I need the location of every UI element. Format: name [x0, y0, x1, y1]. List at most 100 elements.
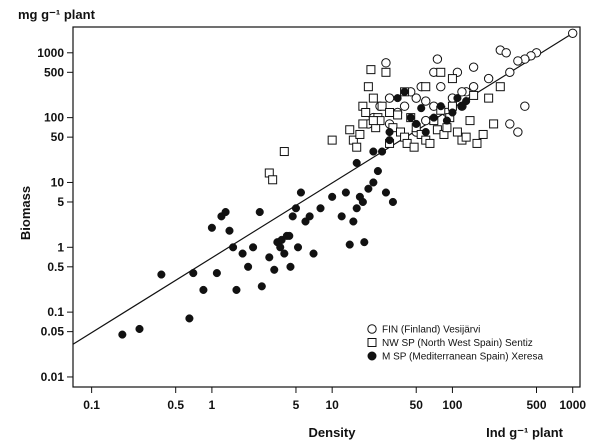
data-point-square: [425, 138, 435, 148]
data-point-open-circle: [421, 96, 431, 106]
legend-marker-open-circle: [367, 324, 377, 334]
data-point-filled-circle: [393, 94, 402, 103]
data-point-square: [327, 135, 337, 145]
data-point-open-circle: [411, 93, 421, 103]
data-point-filled-circle: [406, 113, 415, 122]
data-point-square: [461, 132, 471, 142]
y-tick-label: 5: [57, 195, 64, 209]
data-point-filled-circle: [212, 269, 221, 278]
legend: FIN (Finland) Vesijärvi NW SP (North Wes…: [367, 324, 543, 363]
data-point-filled-circle: [400, 87, 409, 96]
data-point-filled-circle: [352, 158, 361, 167]
data-point-filled-circle: [288, 212, 297, 221]
data-point-filled-circle: [135, 324, 144, 334]
y-tick-label: 0.05: [41, 325, 65, 339]
x-tick-label: 100: [442, 398, 462, 412]
data-point-open-circle: [436, 81, 446, 92]
data-point-filled-circle: [225, 226, 234, 235]
data-point-square: [381, 67, 391, 77]
y-tick-label: 0.01: [41, 370, 65, 384]
legend-marker-filled-circle: [367, 351, 377, 361]
data-point-open-circle: [501, 48, 511, 58]
plot-frame: [72, 26, 581, 388]
data-point-square: [447, 74, 457, 84]
data-point-square: [361, 107, 371, 117]
data-point-filled-circle: [385, 127, 394, 137]
data-point-filled-circle: [249, 243, 258, 252]
data-point-filled-circle: [429, 113, 438, 122]
data-point-filled-circle: [385, 136, 394, 145]
data-points: [118, 28, 578, 339]
data-point-open-circle: [468, 62, 479, 72]
x-axis-title: Density: [309, 425, 357, 440]
data-point-filled-circle: [229, 243, 238, 252]
data-point-square: [368, 116, 378, 126]
data-point-square: [421, 82, 431, 92]
data-point-square: [452, 127, 462, 137]
data-point-filled-circle: [421, 127, 430, 137]
data-point-filled-circle: [280, 249, 289, 258]
data-point-filled-circle: [373, 166, 382, 176]
data-point-filled-circle: [328, 192, 337, 201]
y-tick-label: 10: [51, 175, 65, 189]
y-axis-ticks: 0.01 0.05 0.1 0.5 1 5 10 50 100 500 1000: [37, 46, 73, 384]
y-tick-label: 100: [44, 111, 64, 125]
x-tick-label: 1000: [559, 398, 586, 412]
data-point-open-circle: [505, 67, 515, 78]
data-point-filled-circle: [305, 212, 314, 221]
data-point-square: [489, 119, 499, 129]
data-point-filled-circle: [189, 269, 198, 278]
data-point-filled-circle: [360, 238, 369, 247]
data-point-square: [472, 138, 482, 148]
data-point-square: [465, 116, 475, 126]
data-point-square: [469, 90, 479, 100]
legend-label-msp: M SP (Mediterranean Spain) Xeresa: [382, 352, 543, 363]
legend-item-msp: M SP (Mediterranean Spain) Xeresa: [367, 351, 543, 363]
data-point-square: [432, 125, 442, 135]
y-tick-label: 1000: [37, 46, 64, 60]
data-point-open-circle: [421, 115, 431, 126]
data-point-filled-circle: [221, 207, 230, 217]
data-point-filled-circle: [244, 262, 253, 271]
data-point-filled-circle: [337, 212, 346, 221]
legend-item-fin: FIN (Finland) Vesijärvi: [367, 324, 480, 336]
data-point-open-circle: [520, 101, 530, 111]
data-point-filled-circle: [185, 314, 194, 323]
data-point-square: [366, 65, 376, 75]
data-point-square: [442, 123, 452, 133]
data-point-filled-circle: [364, 184, 373, 193]
data-point-filled-circle: [341, 188, 350, 197]
data-point-square: [363, 82, 373, 92]
data-point-filled-circle: [255, 207, 264, 217]
x-unit-label: Ind g⁻¹ plant: [486, 425, 564, 440]
y-axis-title: Biomass: [18, 186, 33, 240]
data-point-filled-circle: [316, 204, 325, 213]
data-point-square: [352, 142, 362, 152]
data-point-open-circle: [513, 127, 523, 137]
data-point-filled-circle: [453, 94, 462, 103]
data-point-filled-circle: [352, 204, 361, 213]
data-point-square: [358, 119, 368, 129]
data-point-open-circle: [381, 58, 391, 68]
data-point-square: [345, 125, 355, 135]
data-point-square: [355, 129, 365, 139]
data-point-square: [436, 67, 446, 77]
data-point-square: [495, 82, 505, 92]
data-point-filled-circle: [349, 217, 358, 226]
data-point-square: [368, 93, 378, 103]
data-point-filled-circle: [381, 188, 390, 197]
data-point-open-circle: [457, 87, 467, 97]
data-point-filled-circle: [293, 243, 303, 252]
x-tick-label: 0.1: [83, 398, 100, 412]
regression-line: [72, 32, 574, 345]
x-tick-label: 500: [526, 398, 546, 412]
data-point-filled-circle: [285, 231, 294, 240]
y-tick-label: 0.1: [47, 305, 64, 319]
data-point-filled-circle: [232, 285, 241, 294]
y-tick-label: 1: [57, 240, 64, 254]
data-point-filled-circle: [462, 97, 471, 106]
data-point-filled-circle: [270, 265, 279, 274]
y-tick-label: 0.5: [47, 260, 64, 274]
data-point-filled-circle: [157, 270, 166, 279]
